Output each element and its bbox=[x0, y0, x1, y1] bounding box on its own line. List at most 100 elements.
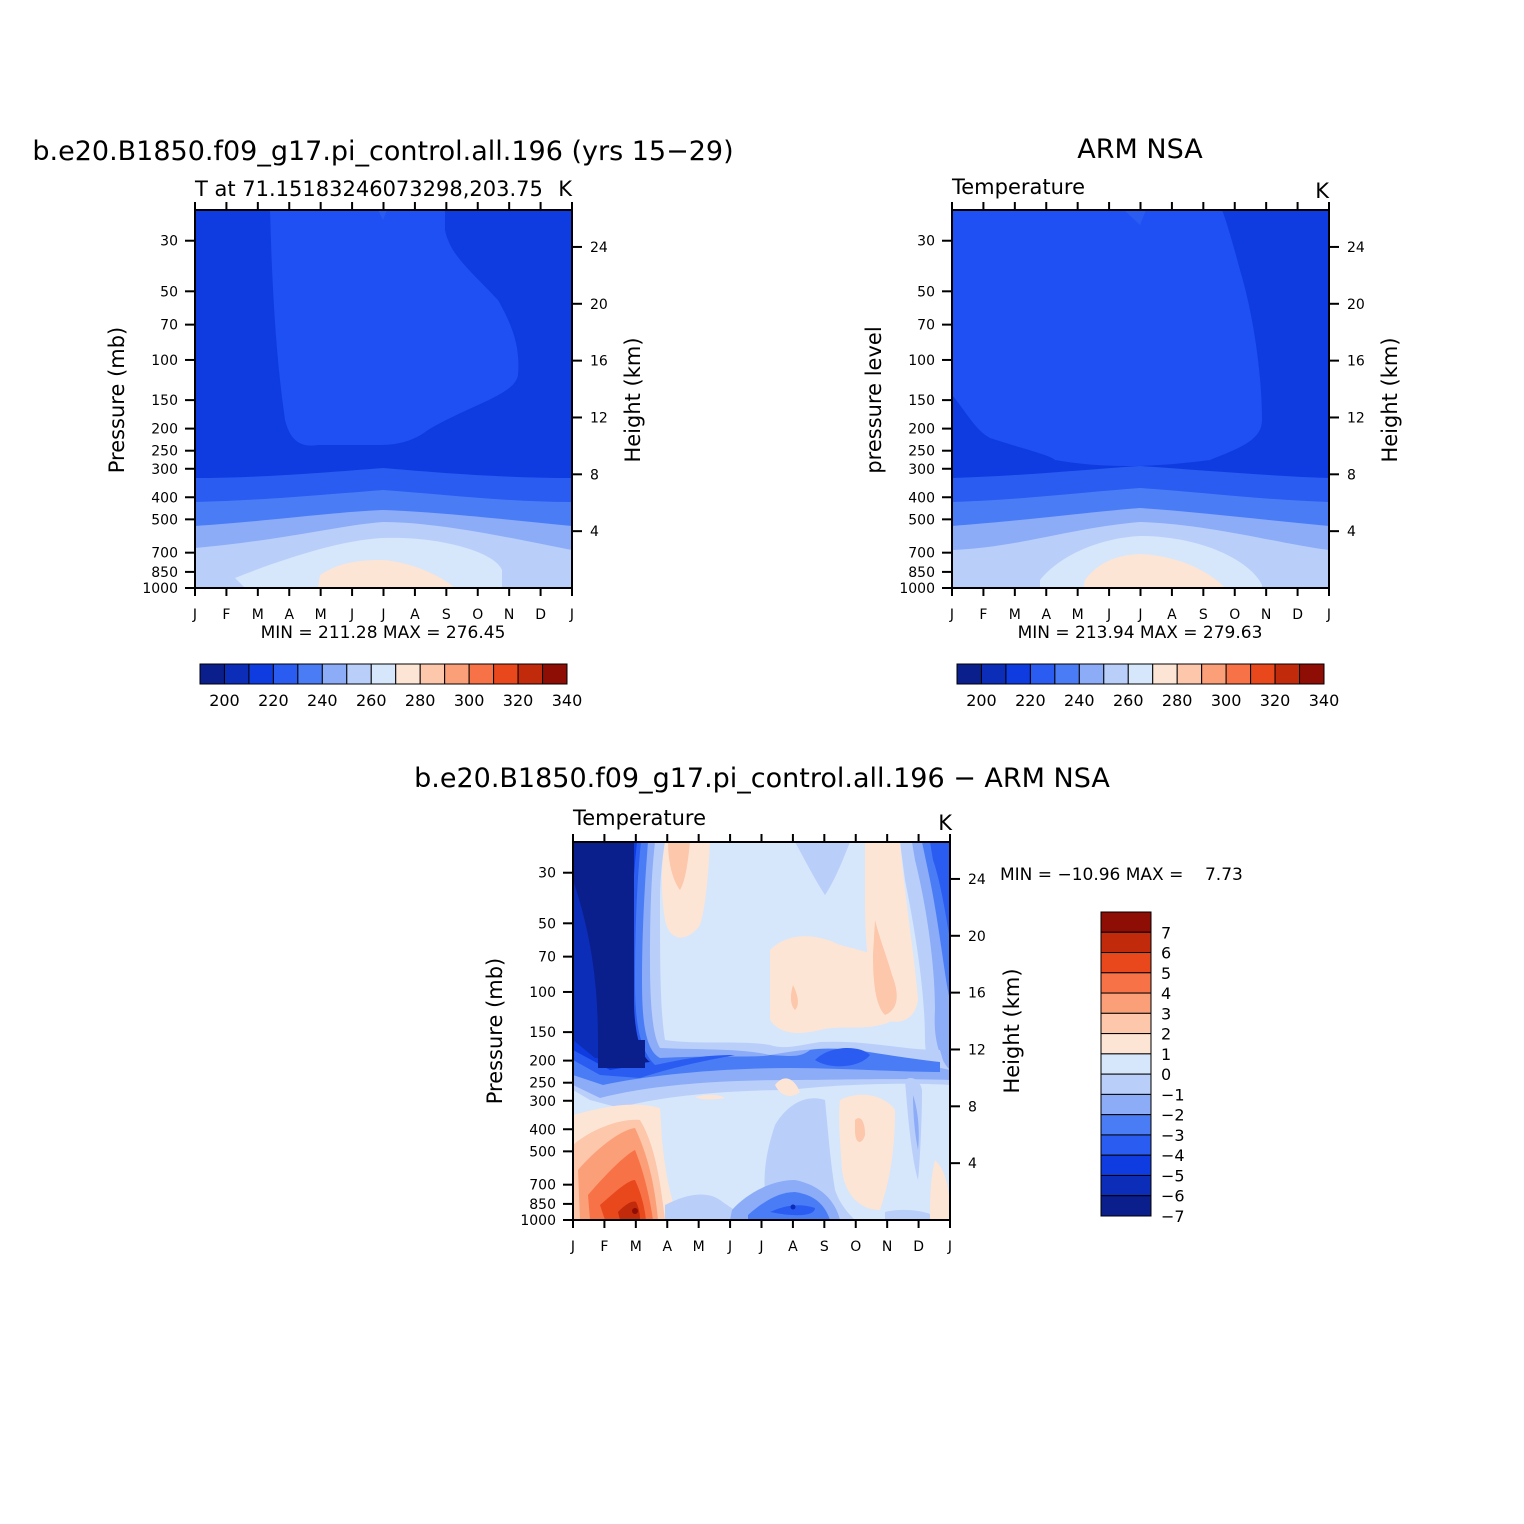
colorbar-label: 300 bbox=[1211, 691, 1242, 710]
y-tick-label: 30 bbox=[160, 234, 178, 250]
panel-diff-contours bbox=[573, 842, 950, 1220]
colorbar-swatch bbox=[1201, 663, 1227, 685]
panel-diff-subtitle-right: K bbox=[938, 811, 953, 835]
colorbar-label: 280 bbox=[405, 691, 436, 710]
x-tick-label: J bbox=[949, 607, 954, 623]
y-tick-label: 500 bbox=[908, 512, 935, 528]
colorbar-swatch bbox=[1100, 1174, 1152, 1197]
y-right-tick-label: 24 bbox=[1347, 240, 1365, 256]
y-tick-label: 300 bbox=[151, 462, 178, 478]
y-right-tick-label: 16 bbox=[590, 354, 608, 370]
colorbar-label: 280 bbox=[1162, 691, 1193, 710]
y-tick-label: 300 bbox=[529, 1094, 556, 1110]
y-tick-label: 250 bbox=[529, 1076, 556, 1092]
colorbar-swatch bbox=[419, 663, 446, 685]
panel-obs-ylabel-right: Height (km) bbox=[1378, 337, 1402, 462]
x-tick-label: J bbox=[570, 1239, 575, 1255]
panel-obs-minmax: MIN = 213.94 MAX = 279.63 bbox=[1018, 623, 1263, 643]
colorbar-swatch bbox=[1100, 931, 1152, 954]
x-tick-label: M bbox=[630, 1239, 642, 1255]
y-tick-label: 1000 bbox=[142, 581, 178, 597]
x-tick-label: S bbox=[1199, 607, 1208, 623]
x-tick-label: D bbox=[1292, 607, 1303, 623]
y-tick-label: 850 bbox=[151, 565, 178, 581]
colorbar-label: 320 bbox=[1260, 691, 1291, 710]
colorbar-swatch bbox=[1100, 1073, 1152, 1095]
x-tick-label: A bbox=[284, 607, 294, 623]
colorbar-label: 0 bbox=[1161, 1065, 1171, 1084]
panel-diff-title: b.e20.B1850.f09_g17.pi_control.all.196 −… bbox=[414, 763, 1110, 794]
panel-obs-colorbar: 200 220 240 260 280 300 320 340 bbox=[956, 663, 1339, 710]
colorbar-label: −7 bbox=[1161, 1207, 1185, 1226]
panel-obs-contours bbox=[952, 210, 1329, 588]
x-tick-label: A bbox=[662, 1239, 672, 1255]
colorbar-swatch bbox=[1078, 663, 1105, 685]
x-tick-label: N bbox=[1261, 607, 1271, 623]
colorbar-swatch bbox=[370, 663, 397, 685]
y-tick-label: 70 bbox=[160, 318, 178, 334]
y-tick-label: 700 bbox=[151, 546, 178, 562]
x-tick-label: M bbox=[252, 607, 264, 623]
y-tick-label: 700 bbox=[908, 546, 935, 562]
colorbar-label: −6 bbox=[1161, 1187, 1185, 1206]
colorbar-swatch bbox=[1029, 663, 1056, 685]
x-tick-label: O bbox=[1229, 607, 1240, 623]
colorbar-swatch bbox=[1100, 911, 1152, 933]
y-tick-label: 100 bbox=[529, 985, 556, 1001]
y-tick-label: 100 bbox=[151, 353, 178, 369]
panel-model-contours bbox=[195, 210, 572, 588]
colorbar-label: 200 bbox=[209, 691, 240, 710]
colorbar-swatch bbox=[1127, 663, 1154, 685]
colorbar-label: 260 bbox=[356, 691, 387, 710]
panel-obs-subtitle-left: Temperature bbox=[951, 175, 1085, 199]
colorbar-swatch bbox=[444, 663, 470, 685]
colorbar-swatch bbox=[272, 663, 299, 685]
y-tick-label: 100 bbox=[908, 353, 935, 369]
y-tick-label: 400 bbox=[529, 1122, 556, 1138]
colorbar-swatch bbox=[980, 663, 1007, 685]
x-tick-label: J bbox=[380, 607, 385, 623]
y-tick-label: 150 bbox=[908, 393, 935, 409]
y-tick-label: 300 bbox=[908, 462, 935, 478]
x-tick-label: F bbox=[600, 1239, 608, 1255]
y-tick-label: 150 bbox=[529, 1025, 556, 1041]
x-tick-label: A bbox=[410, 607, 420, 623]
panel-diff-minmax: MIN = −10.96 MAX = 7.73 bbox=[1000, 865, 1243, 885]
x-tick-label: J bbox=[349, 607, 354, 623]
x-tick-label: N bbox=[504, 607, 514, 623]
colorbar-swatch bbox=[1250, 663, 1276, 685]
y-right-tick-label: 4 bbox=[968, 1156, 977, 1172]
x-tick-label: M bbox=[315, 607, 327, 623]
colorbar-swatch bbox=[493, 663, 519, 685]
y-right-tick-label: 20 bbox=[590, 297, 608, 313]
y-tick-label: 50 bbox=[160, 284, 178, 300]
colorbar-swatch bbox=[1299, 663, 1325, 685]
panel-model-minmax: MIN = 211.28 MAX = 276.45 bbox=[261, 623, 506, 643]
colorbar-swatch bbox=[199, 663, 225, 685]
colorbar-swatch bbox=[542, 663, 568, 685]
x-tick-label: J bbox=[727, 1239, 732, 1255]
panel-diff-subtitle-left: Temperature bbox=[572, 806, 706, 830]
colorbar-label: −2 bbox=[1161, 1106, 1185, 1125]
y-right-tick-label: 12 bbox=[590, 410, 608, 426]
colorbar-label: −4 bbox=[1161, 1146, 1185, 1165]
colorbar-swatch bbox=[956, 663, 982, 685]
x-tick-label: M bbox=[1072, 607, 1084, 623]
colorbar-swatch bbox=[395, 663, 421, 685]
colorbar-swatch bbox=[1100, 952, 1152, 974]
panel-model-ylabel-right: Height (km) bbox=[621, 337, 645, 462]
x-tick-label: M bbox=[1009, 607, 1021, 623]
colorbar-swatch bbox=[1100, 1033, 1152, 1055]
y-tick-label: 200 bbox=[151, 422, 178, 438]
y-tick-label: 150 bbox=[151, 393, 178, 409]
y-tick-label: 850 bbox=[908, 565, 935, 581]
y-tick-label: 700 bbox=[529, 1178, 556, 1194]
panel-obs-subtitle-right: K bbox=[1315, 179, 1330, 203]
x-tick-label: J bbox=[569, 607, 574, 623]
y-tick-label: 50 bbox=[917, 284, 935, 300]
y-right-tick-label: 4 bbox=[1347, 524, 1356, 540]
colorbar-swatch bbox=[1176, 663, 1203, 685]
y-right-tick-label: 20 bbox=[968, 929, 986, 945]
x-tick-label: S bbox=[820, 1239, 829, 1255]
